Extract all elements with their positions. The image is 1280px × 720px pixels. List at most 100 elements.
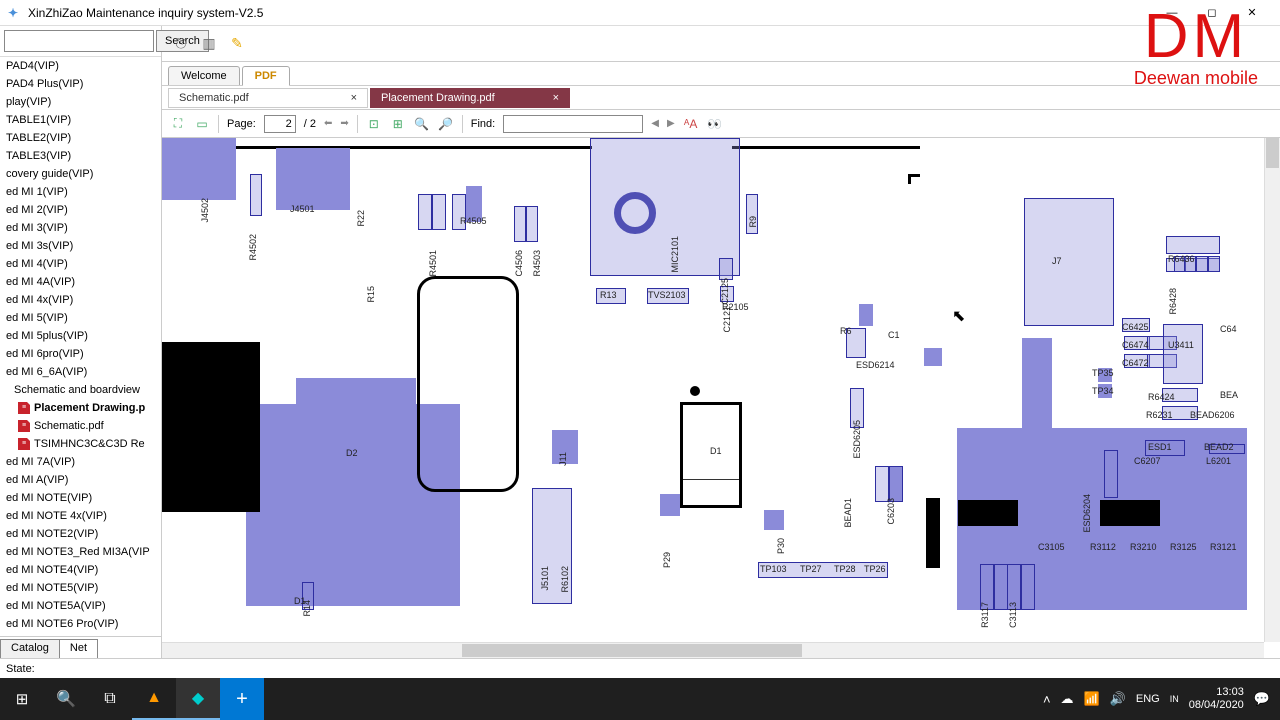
doc-tab-schematic[interactable]: Schematic.pdf ×	[168, 88, 368, 108]
tree-item[interactable]: ed MI NOTE5(VIP)	[0, 579, 161, 597]
tree-item[interactable]: ed MI 4x(VIP)	[0, 291, 161, 309]
zoom-out-icon[interactable]: 🔍	[414, 116, 430, 132]
taskbar-app-filmora[interactable]: ◆	[176, 678, 220, 720]
fit-width-icon[interactable]: ⛶	[170, 116, 186, 132]
tree-item-pdf[interactable]: ≡Schematic.pdf	[0, 417, 161, 435]
tree-item[interactable]: ed MI NOTE3_Red MI3A(VIP	[0, 543, 161, 561]
tree-item[interactable]: ed MI NOTE 4x(VIP)	[0, 507, 161, 525]
tree-item[interactable]: ed MI 5(VIP)	[0, 309, 161, 327]
tree-item[interactable]: ed MI 6_6A(VIP)	[0, 363, 161, 381]
next-page-icon[interactable]: ➡	[340, 118, 348, 129]
tray-language[interactable]: ENG	[1136, 693, 1160, 705]
tree-item-label: ed MI NOTE2(VIP)	[6, 528, 98, 540]
tree-item[interactable]: PAD4 Plus(VIP)	[0, 75, 161, 93]
tray-chevron-icon[interactable]: ˄	[1043, 692, 1051, 707]
maximize-button[interactable]: ◻	[1192, 0, 1232, 26]
tree-item[interactable]: PAD4(VIP)	[0, 57, 161, 75]
binoculars-icon[interactable]: 👀	[707, 116, 723, 132]
tray-volume-icon[interactable]: 🔊	[1110, 691, 1126, 707]
tab-welcome[interactable]: Welcome	[168, 66, 240, 85]
tree-item[interactable]: ed MI NOTE6 Pro(VIP)	[0, 615, 161, 633]
close-button[interactable]: ✕	[1232, 0, 1272, 26]
tree-item[interactable]: play(VIP)	[0, 93, 161, 111]
tree-item-label: Placement Drawing.p	[34, 400, 145, 416]
minimize-button[interactable]: —	[1152, 0, 1192, 26]
tray-region[interactable]: IN	[1170, 694, 1179, 704]
tree-item[interactable]: covery guide(VIP)	[0, 165, 161, 183]
tree-item[interactable]: ed MI 3(VIP)	[0, 219, 161, 237]
component-label: J7	[1052, 256, 1062, 266]
tab-pdf[interactable]: PDF	[242, 66, 290, 86]
tree-item[interactable]: ed MI 1(VIP)	[0, 183, 161, 201]
zoom-select-icon[interactable]: ⊞	[390, 116, 406, 132]
pcb-outline	[417, 276, 519, 492]
tab-catalog[interactable]: Catalog	[0, 639, 60, 658]
tab-net[interactable]: Net	[59, 639, 98, 658]
tree-item[interactable]: ed MI 4A(VIP)	[0, 273, 161, 291]
tree-item[interactable]: ed MI 2(VIP)	[0, 201, 161, 219]
taskbar-app-new[interactable]: +	[220, 678, 264, 720]
component-label: U3411	[1168, 340, 1194, 350]
tree-view-icon[interactable]: ⎋	[172, 35, 190, 53]
find-input[interactable]	[503, 115, 643, 133]
taskbar-app-vlc[interactable]: ▲	[132, 678, 176, 720]
tree-item[interactable]: ed MI 6pro(VIP)	[0, 345, 161, 363]
tree-item[interactable]: ed MI A(VIP)	[0, 471, 161, 489]
panel-icon[interactable]: ▥	[200, 35, 218, 53]
window-controls: — ◻ ✕	[1152, 0, 1272, 26]
taskbar-search-icon[interactable]: 🔍	[44, 678, 88, 720]
tree-item-label: ed MI 3(VIP)	[6, 222, 68, 234]
horizontal-scrollbar[interactable]	[162, 642, 1264, 658]
tray-onedrive-icon[interactable]: ☁	[1061, 691, 1074, 707]
tree-item-label: covery guide(VIP)	[6, 168, 93, 180]
pcb-component	[1021, 564, 1035, 610]
tree-item[interactable]: TABLE1(VIP)	[0, 111, 161, 129]
zoom-fit-icon[interactable]: ⊡	[366, 116, 382, 132]
pcb-component	[1022, 338, 1052, 428]
edit-icon[interactable]: ✎	[228, 35, 246, 53]
tree-item[interactable]: ed MI NOTE5A(VIP)	[0, 597, 161, 615]
pcb-component	[719, 258, 733, 280]
component-label: R3117	[980, 602, 990, 628]
fit-page-icon[interactable]: ▭	[194, 116, 210, 132]
tree-item-label: ed MI NOTE(VIP)	[6, 492, 92, 504]
tree-item-pdf[interactable]: ≡TSIMHNC3C&C3D Re	[0, 435, 161, 453]
task-view-icon[interactable]: ⧉	[88, 678, 132, 720]
text-size-icon[interactable]: ᴬA	[683, 116, 699, 132]
tray-wifi-icon[interactable]: 📶	[1084, 691, 1100, 707]
tree-item-pdf[interactable]: ≡ Placement Drawing.p	[0, 399, 161, 417]
tree-item[interactable]: ed MI NOTE(VIP)	[0, 489, 161, 507]
page-input[interactable]	[264, 115, 296, 133]
tree-item[interactable]: TABLE3(VIP)	[0, 147, 161, 165]
close-icon[interactable]: ×	[553, 92, 559, 104]
prev-page-icon[interactable]: ⬅	[324, 118, 332, 129]
vertical-scrollbar[interactable]	[1264, 138, 1280, 642]
tree-item-label: ed MI 4x(VIP)	[6, 294, 73, 306]
tree-item[interactable]: ed MI 4(VIP)	[0, 255, 161, 273]
tree-item[interactable]: ed MI 7A(VIP)	[0, 453, 161, 471]
pdf-icon: ≡	[18, 402, 30, 414]
pcb-component	[1196, 256, 1208, 272]
device-tree[interactable]: PAD4(VIP)PAD4 Plus(VIP)play(VIP)TABLE1(V…	[0, 57, 161, 636]
tree-item[interactable]: ed MI NOTE2(VIP)	[0, 525, 161, 543]
tray-clock[interactable]: 13:03 08/04/2020	[1189, 686, 1244, 712]
tree-item[interactable]: TABLE2(VIP)	[0, 129, 161, 147]
component-label: BEAD1	[843, 498, 853, 528]
zoom-in-icon[interactable]: 🔎	[438, 116, 454, 132]
doc-tab-placement[interactable]: Placement Drawing.pdf ×	[370, 88, 570, 108]
tree-item[interactable]: ed MI NOTE4(VIP)	[0, 561, 161, 579]
tree-item[interactable]: ed MI 5plus(VIP)	[0, 327, 161, 345]
tree-item[interactable]: Schematic and boardview	[0, 381, 161, 399]
component-label: R4503	[532, 250, 542, 277]
tree-item[interactable]: ed MI NOTE7(VIP)	[0, 633, 161, 636]
find-prev-icon[interactable]: ◀	[651, 118, 659, 129]
find-next-icon[interactable]: ▶	[667, 118, 675, 129]
tray-notifications-icon[interactable]: 💬	[1254, 691, 1270, 707]
component-label: D1	[710, 446, 722, 456]
start-button[interactable]: ⊞	[0, 678, 44, 720]
pdf-viewport[interactable]: ⬉ J4502R4502J4501R22R15R4501R4505C4506R4…	[162, 138, 1280, 658]
search-input[interactable]	[4, 30, 154, 52]
tree-item[interactable]: ed MI 3s(VIP)	[0, 237, 161, 255]
close-icon[interactable]: ×	[351, 92, 357, 104]
tree-item-label: ed MI 4A(VIP)	[6, 276, 75, 288]
